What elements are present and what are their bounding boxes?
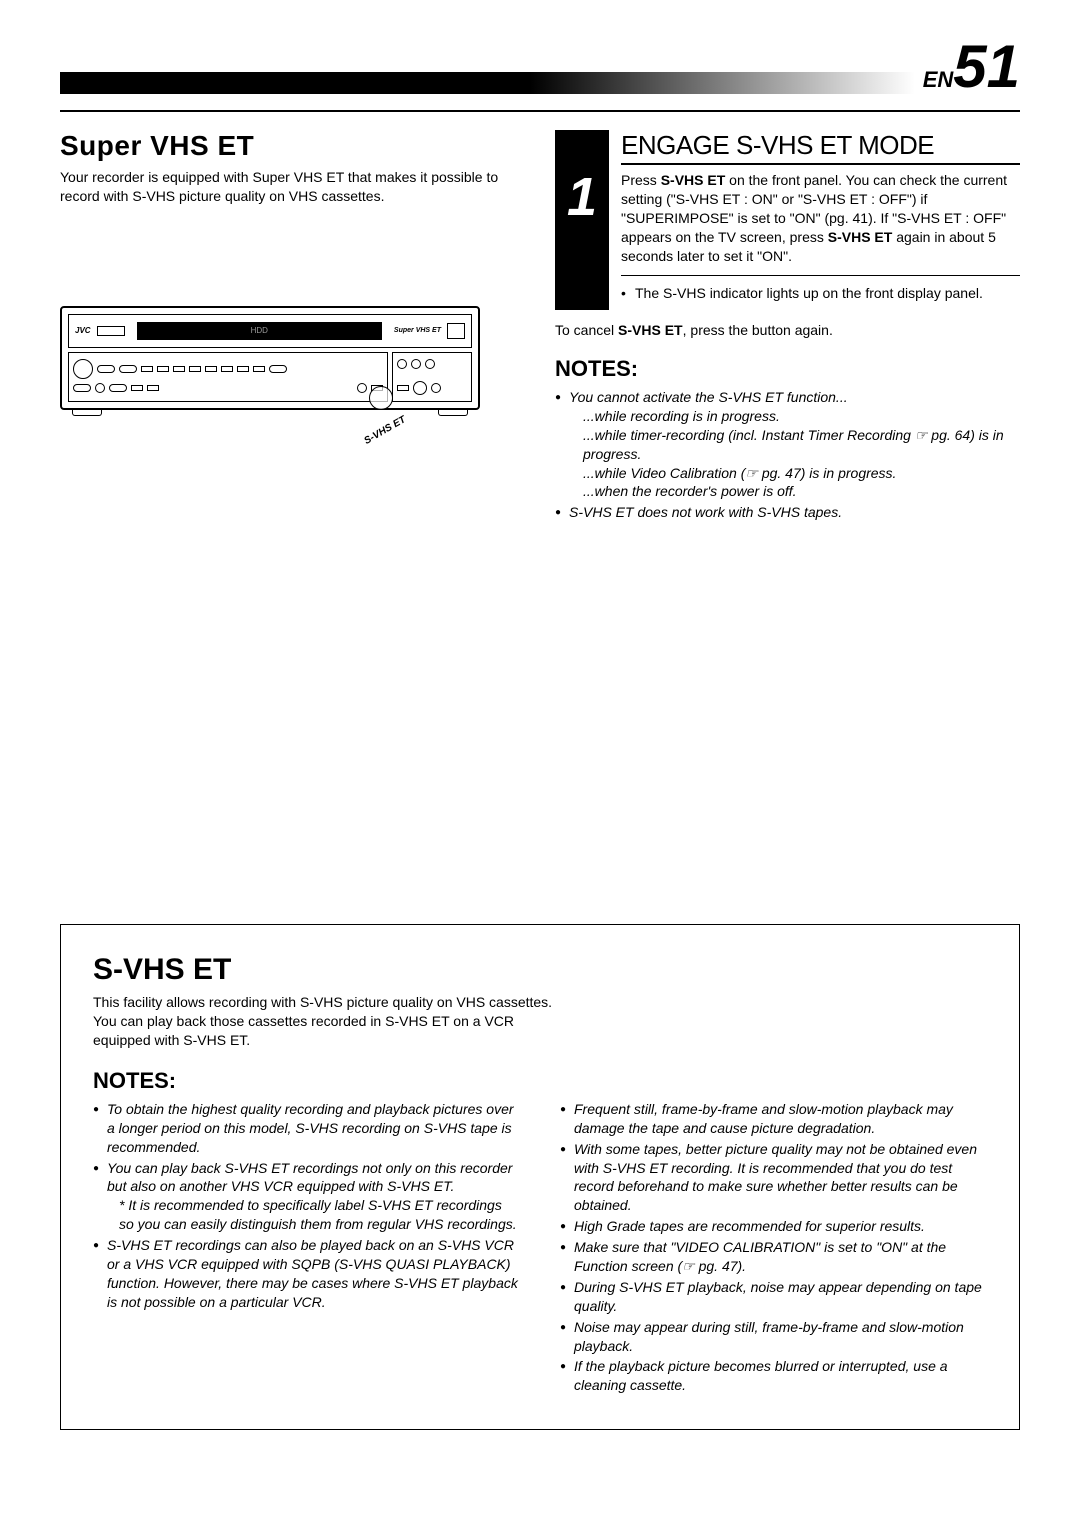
infobox-intro: This facility allows recording with S-VH… <box>93 993 553 1050</box>
sub-note: ...when the recorder's power is off. <box>569 482 1020 501</box>
note-item: If the playback picture becomes blurred … <box>560 1357 987 1395</box>
section-heading-left: Super VHS ET <box>60 130 525 162</box>
sub-note: ...while timer-recording (incl. Instant … <box>569 426 1020 464</box>
vcr-model-label: Super VHS ET <box>394 327 441 334</box>
note-item: With some tapes, better picture quality … <box>560 1140 987 1216</box>
note-item: S-VHS ET recordings can also be played b… <box>93 1236 520 1312</box>
vcr-display: HDD <box>137 322 382 340</box>
header-underline <box>60 110 1020 112</box>
cancel-line: To cancel S-VHS ET, press the button aga… <box>555 322 1020 338</box>
jog-dial-icon <box>73 359 93 379</box>
page-num: 51 <box>953 40 1020 94</box>
page-en-label: EN <box>923 67 954 93</box>
note-item: To obtain the highest quality recording … <box>93 1100 520 1157</box>
note-item: During S-VHS ET playback, noise may appe… <box>560 1278 987 1316</box>
vcr-control-panel <box>68 352 388 402</box>
info-box: S-VHS ET This facility allows recording … <box>60 924 1020 1430</box>
vcr-aux-panel <box>392 352 472 402</box>
step-block: 1 ENGAGE S-VHS ET MODE Press S-VHS ET on… <box>555 130 1020 310</box>
infobox-notes-left: To obtain the highest quality recording … <box>93 1100 520 1312</box>
sub-note: ...while Video Calibration (☞ pg. 47) is… <box>569 464 1020 483</box>
infobox-heading: S-VHS ET <box>93 953 987 987</box>
notes-heading: NOTES: <box>555 356 1020 382</box>
note-item: Make sure that "VIDEO CALIBRATION" is se… <box>560 1238 987 1276</box>
intro-paragraph: Your recorder is equipped with Super VHS… <box>60 168 525 206</box>
sub-note: ...while recording is in progress. <box>569 407 1020 426</box>
page-number: EN 51 <box>923 40 1020 94</box>
infobox-notes-heading: NOTES: <box>93 1068 987 1094</box>
callout-circle <box>369 386 393 410</box>
infobox-notes-right: Frequent still, frame-by-frame and slow-… <box>560 1100 987 1395</box>
note-item: You cannot activate the S-VHS ET functio… <box>555 388 1020 501</box>
step-body: Press S-VHS ET on the front panel. You c… <box>621 171 1020 265</box>
note-item: Noise may appear during still, frame-by-… <box>560 1318 987 1356</box>
note-item: You can play back S-VHS ET recordings no… <box>93 1159 520 1235</box>
page-header: EN 51 <box>60 40 1020 94</box>
header-gradient-bar <box>60 72 915 94</box>
notes-list-right: You cannot activate the S-VHS ET functio… <box>555 388 1020 522</box>
callout-label: S-VHS ET <box>362 414 407 447</box>
step-bullet: The S-VHS indicator lights up on the fro… <box>621 275 1020 303</box>
step-title: ENGAGE S-VHS ET MODE <box>621 130 1020 165</box>
note-item: S-VHS ET does not work with S-VHS tapes. <box>555 503 1020 522</box>
vcr-tape-icon <box>447 323 465 339</box>
vcr-cassette-slot <box>97 326 125 336</box>
vcr-brand-label: JVC <box>75 326 91 335</box>
step-number-badge: 1 <box>555 130 609 310</box>
note-item: Frequent still, frame-by-frame and slow-… <box>560 1100 987 1138</box>
asterisk-note: * It is recommended to specifically labe… <box>107 1196 520 1234</box>
note-item: High Grade tapes are recommended for sup… <box>560 1217 987 1236</box>
vcr-illustration: JVC HDD Super VHS ET <box>60 306 480 416</box>
